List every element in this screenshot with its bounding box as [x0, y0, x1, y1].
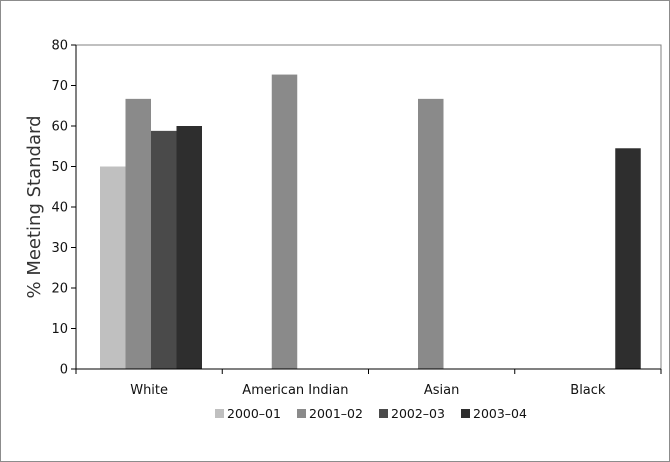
y-tick-label: 0 — [60, 363, 68, 378]
legend-swatch — [215, 409, 224, 418]
y-tick-label: 20 — [51, 282, 68, 297]
legend: 2000–01 2001–02 2002–03 2003–04 — [215, 406, 527, 421]
y-tick-label: 30 — [51, 241, 68, 256]
legend-swatch — [297, 409, 306, 418]
x-axis-labels: White American Indian Asian Black — [75, 369, 662, 398]
y-tick-label: 10 — [51, 322, 68, 337]
legend-label: 2000–01 — [227, 406, 281, 421]
x-category-label: American Indian — [242, 383, 348, 398]
bar-white-series-0 — [100, 166, 126, 369]
bars-group — [100, 74, 641, 370]
bar-white-series-3 — [176, 126, 202, 369]
y-tick-label: 80 — [51, 39, 68, 54]
bar-asian-series-1 — [418, 98, 444, 370]
legend-label: 2002–03 — [391, 406, 445, 421]
bar-black-series-3 — [615, 148, 641, 369]
y-tick-label: 60 — [51, 120, 68, 135]
bar-american-indian-series-1 — [271, 74, 298, 369]
y-tick-label: 70 — [51, 79, 68, 94]
bar-white-series-1 — [125, 98, 151, 370]
x-category-label: White — [130, 383, 168, 398]
x-category-label: Asian — [424, 383, 459, 398]
x-category-label: Black — [570, 383, 606, 398]
y-axis-label: % Meeting Standard — [24, 115, 45, 298]
legend-label: 2001–02 — [309, 406, 363, 421]
legend-swatch — [379, 409, 388, 418]
y-tick-label: 50 — [51, 160, 68, 175]
bar-white-series-2 — [151, 130, 177, 369]
legend-label: 2003–04 — [473, 406, 527, 421]
y-axis-ticks: 0 10 20 30 40 50 60 70 80 — [51, 39, 76, 378]
y-tick-label: 40 — [51, 201, 68, 216]
legend-swatch — [461, 409, 470, 418]
